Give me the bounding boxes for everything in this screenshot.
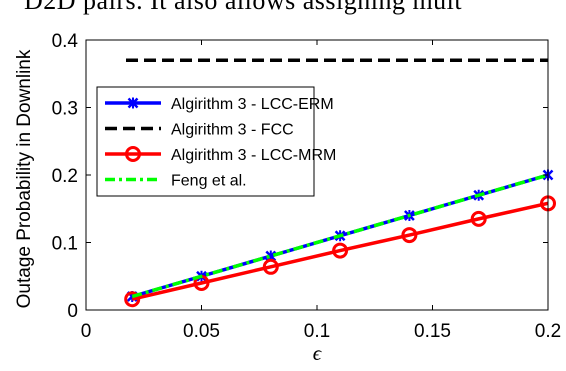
x-axis-label: ϵ: [313, 341, 323, 365]
y-tick-label: 0.4: [52, 31, 79, 52]
x-tick-label: 0: [81, 321, 92, 342]
series-line: [131, 201, 549, 301]
x-tick-label: 0.2: [535, 321, 561, 342]
series-3: [131, 173, 549, 299]
series-2: [124, 195, 556, 308]
data-point: [470, 210, 487, 227]
legend-marker: [125, 146, 141, 162]
y-tick-label: 0.3: [52, 99, 78, 120]
x-tick-label: 0.15: [414, 321, 451, 342]
legend-label: Algirithm 3 - LCC-ERM: [171, 96, 334, 113]
legend-item: Feng et al.: [105, 173, 247, 190]
y-tick-label: 0.1: [52, 234, 78, 255]
legend-item: Algirithm 3 - LCC-ERM: [105, 96, 334, 113]
legend-label: Algirithm 3 - LCC-MRM: [171, 147, 336, 164]
legend-item: Algirithm 3 - LCC-MRM: [105, 146, 336, 164]
data-point: [401, 227, 418, 244]
y-tick-label: 0.2: [52, 166, 78, 187]
y-axis-label: Outage Probability in Downlink: [14, 49, 35, 308]
legend-label: Algirithm 3 - FCC: [171, 122, 294, 139]
data-point: [332, 242, 349, 259]
legend: Algirithm 3 - LCC-ERM Algirithm 3 - FCC Al…: [96, 86, 336, 197]
ticks-layer: 0 0.05 0.1 0.15 0.2 0 0.1 0.2 0.3 0.4: [52, 31, 562, 342]
legend-item: Algirithm 3 - FCC: [105, 122, 294, 139]
data-point: [262, 258, 279, 275]
x-tick-label: 0.05: [183, 321, 220, 342]
legend-label: Feng et al.: [171, 173, 247, 190]
cropped-paper-text: D2D pairs. It also allows assigning mult: [24, 0, 463, 15]
data-point: [124, 291, 141, 308]
x-tick-label: 0.1: [304, 321, 330, 342]
legend-marker: [127, 97, 139, 109]
series-line: [131, 173, 549, 299]
y-tick-label: 0: [67, 301, 78, 322]
